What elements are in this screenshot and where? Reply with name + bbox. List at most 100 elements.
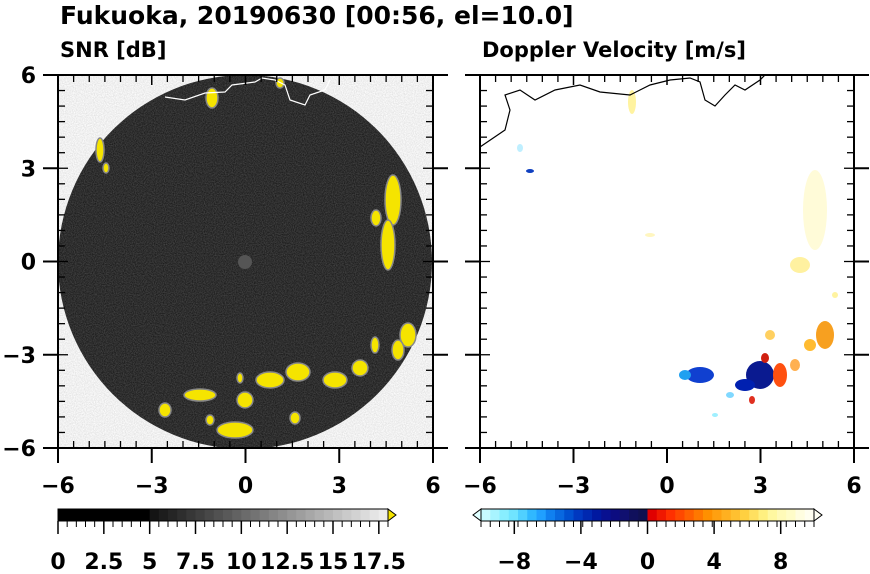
doppler-axes: −6 −3 0 3 6 xyxy=(463,74,869,499)
colorbar-bin xyxy=(777,509,787,521)
colorbar-bin xyxy=(241,509,251,521)
colorbar-bin xyxy=(94,509,105,521)
colorbar-tick-label: 4 xyxy=(706,550,721,570)
colorbar-tick-label: 8 xyxy=(773,550,788,570)
colorbar-bin xyxy=(314,509,325,521)
echo-cell xyxy=(236,391,254,409)
colorbar-bin xyxy=(287,509,297,521)
colorbar-bin xyxy=(758,509,769,521)
colorbar-bin xyxy=(149,509,160,521)
colorbar-bin xyxy=(490,509,500,521)
snr-plot-area xyxy=(58,75,432,448)
colorbar-bin xyxy=(703,509,713,521)
echo-cell xyxy=(517,144,523,152)
y-tick-label: −6 xyxy=(2,437,36,462)
echo-cell xyxy=(686,367,714,383)
echo-cell xyxy=(205,414,215,426)
colorbar-bin xyxy=(168,509,178,521)
colorbar-extend-min xyxy=(472,508,482,522)
echo-cell xyxy=(370,209,382,227)
echo-cell xyxy=(289,411,301,425)
colorbar-bin xyxy=(85,509,96,521)
colorbar-bin xyxy=(573,509,584,521)
colorbar-bin xyxy=(740,509,750,521)
colorbar-bin xyxy=(619,509,630,521)
snr-panel-title: SNR [dB] xyxy=(60,38,166,62)
colorbar-bin xyxy=(499,509,510,521)
echo-cell xyxy=(726,392,734,398)
colorbar-bin xyxy=(730,509,741,521)
colorbar-bin xyxy=(333,509,343,521)
colorbar-bin xyxy=(527,509,537,521)
colorbar-bin xyxy=(76,509,86,521)
colorbar-bin xyxy=(305,509,316,521)
colorbar-bin xyxy=(804,509,815,521)
echo-cell xyxy=(255,371,285,389)
colorbar-bin xyxy=(369,509,380,521)
y-tick-label: 6 xyxy=(21,64,36,89)
colorbar-bin xyxy=(323,509,334,521)
echo-cell xyxy=(285,362,311,382)
colorbar-bin xyxy=(712,509,722,521)
colorbar-bin xyxy=(103,509,114,521)
colorbar-bin xyxy=(629,509,639,521)
echo-cell xyxy=(236,372,244,384)
colorbar-bin xyxy=(508,509,519,521)
colorbar-bin xyxy=(351,509,361,521)
colorbar-bin xyxy=(259,509,270,521)
y-tick-label: 3 xyxy=(21,157,36,182)
snr-echo-regions xyxy=(95,77,417,439)
echo-cell xyxy=(322,371,348,389)
y-tick-label: −3 xyxy=(2,344,36,369)
echo-cell xyxy=(765,330,775,340)
doppler-echo-regions xyxy=(517,90,838,417)
colorbar-bin xyxy=(113,509,123,521)
colorbar-bin xyxy=(666,509,676,521)
y-tick-label: 0 xyxy=(21,251,36,276)
echo-cell xyxy=(205,87,219,109)
echo-cell xyxy=(380,219,396,271)
echo-cell xyxy=(735,379,755,391)
echo-cell xyxy=(749,396,755,404)
colorbar-bin xyxy=(693,509,704,521)
echo-cell xyxy=(399,322,417,348)
colorbar-tick-label: 0 xyxy=(50,550,65,570)
colorbar-tick-label: 2.5 xyxy=(84,550,123,570)
colorbar-bin xyxy=(204,509,215,521)
colorbar-tick-label: 7.5 xyxy=(176,550,215,570)
colorbar-tick-label: 15 xyxy=(318,550,349,570)
colorbar-bin xyxy=(67,509,77,521)
doppler-panel-title: Doppler Velocity [m/s] xyxy=(482,38,746,62)
colorbar-bin xyxy=(250,509,261,521)
x-tick-label: 6 xyxy=(846,474,861,499)
echo-cell xyxy=(679,370,691,380)
colorbar-tick-label: 5 xyxy=(142,550,157,570)
colorbar-bin xyxy=(223,509,233,521)
echo-cell xyxy=(351,359,369,377)
echo-cell xyxy=(628,90,636,114)
coastline xyxy=(480,75,766,148)
colorbar-tick-label: 12.5 xyxy=(260,550,314,570)
colorbar-bin xyxy=(131,509,141,521)
x-tick-label: −6 xyxy=(463,474,497,499)
x-tick-label: 6 xyxy=(425,474,440,499)
colorbar-bin xyxy=(122,509,132,521)
doppler-colorbar: −8 −4 0 4 8 xyxy=(472,508,823,574)
colorbar-bin xyxy=(518,509,528,521)
echo-cell xyxy=(370,336,380,354)
echo-cell xyxy=(158,402,172,418)
colorbar-bin xyxy=(721,509,732,521)
colorbar-bin xyxy=(795,509,806,521)
colorbar-bin xyxy=(601,509,611,521)
x-tick-label: −6 xyxy=(41,474,75,499)
echo-cell xyxy=(773,363,787,387)
echo-cell xyxy=(804,339,816,351)
colorbar-bin xyxy=(647,509,658,521)
colorbar-bin xyxy=(592,509,602,521)
colorbar-bin xyxy=(177,509,187,521)
x-tick-label: 3 xyxy=(753,474,768,499)
x-tick-label: −3 xyxy=(557,474,591,499)
colorbar-bin xyxy=(158,509,169,521)
colorbar-bin xyxy=(296,509,306,521)
